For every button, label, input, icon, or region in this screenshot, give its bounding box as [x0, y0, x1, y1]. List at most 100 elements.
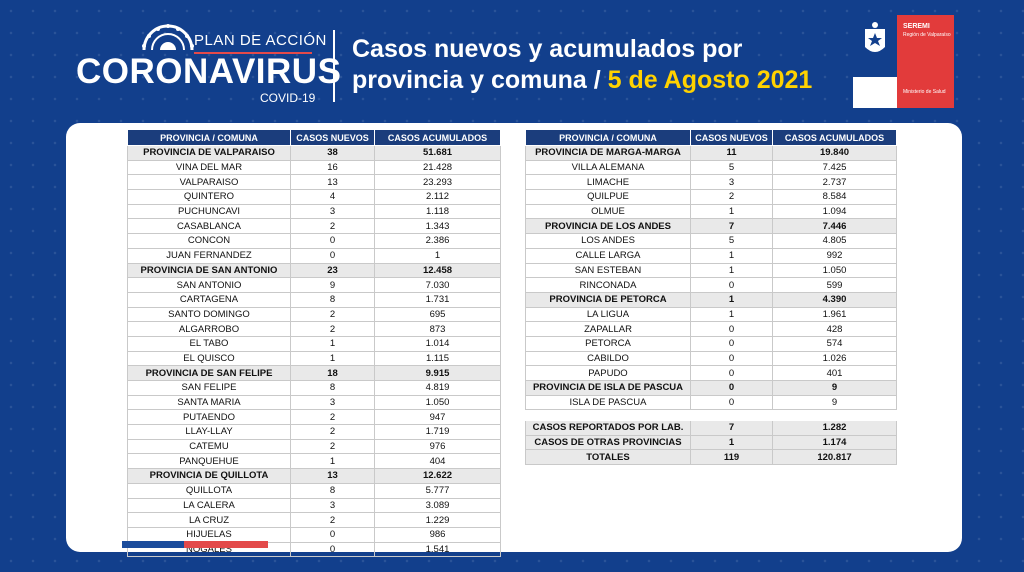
commune-cell: PROVINCIA DE SAN FELIPE	[127, 365, 291, 381]
new-cases-cell: 0	[690, 321, 773, 337]
total-cases-cell: 4.819	[374, 380, 501, 396]
new-cases-cell: 2	[290, 321, 375, 337]
table-row: JUAN FERNANDEZ 0 1	[127, 248, 501, 264]
commune-cell: SANTO DOMINGO	[127, 307, 291, 323]
commune-cell: PROVINCIA DE PETORCA	[525, 292, 691, 308]
commune-cell: LOS ANDES	[525, 233, 691, 249]
province-row: PROVINCIA DE SAN ANTONIO 23 12.458	[127, 263, 501, 279]
cases-table-left: PROVINCIA / COMUNA CASOS NUEVOS CASOS AC…	[127, 129, 501, 558]
total-cases-cell: 1.731	[374, 292, 501, 308]
total-cases-cell: 4.390	[772, 292, 897, 308]
commune-cell: QUILPUE	[525, 189, 691, 205]
table-row: PANQUEHUE 1 404	[127, 453, 501, 470]
table-row: EL QUISCO 1 1.115	[127, 351, 501, 367]
col-header-total: CASOS ACUMULADOS	[772, 129, 897, 146]
commune-cell: PROVINCIA DE MARGA-MARGA	[525, 145, 691, 161]
table-row: LA LIGUA 1 1.961	[525, 307, 897, 323]
total-cases-cell: 574	[772, 336, 897, 352]
blue-stripe	[122, 541, 184, 548]
summary-row: CASOS DE OTRAS PROVINCIAS 1 1.174	[525, 435, 897, 451]
total-cases-cell: 428	[772, 321, 897, 337]
new-cases-cell: 8	[290, 380, 375, 396]
commune-cell: LA CRUZ	[127, 512, 291, 528]
table-row: VILLA ALEMANA 5 7.425	[525, 160, 897, 176]
table-row: ISLA DE PASCUA 0 9	[525, 395, 897, 411]
commune-cell: SAN FELIPE	[127, 380, 291, 396]
summary-row: TOTALES 119 120.817	[525, 449, 897, 466]
region-label: Región de Valparaíso	[903, 32, 951, 38]
col-header-commune: PROVINCIA / COMUNA	[127, 129, 291, 146]
commune-cell: CARTAGENA	[127, 292, 291, 308]
new-cases-cell: 0	[690, 365, 773, 381]
total-cases-cell: 404	[374, 453, 501, 470]
total-cases-cell: 1.961	[772, 307, 897, 323]
new-cases-cell: 0	[290, 527, 375, 543]
commune-cell: LA LIGUA	[525, 307, 691, 323]
commune-cell: CASOS REPORTADOS POR LAB.	[525, 421, 691, 436]
table-row: RINCONADA 0 599	[525, 277, 897, 293]
commune-cell: CATEMU	[127, 439, 291, 455]
new-cases-cell: 119	[690, 449, 773, 466]
new-cases-cell: 16	[290, 160, 375, 176]
total-cases-cell: 947	[374, 409, 501, 426]
total-cases-cell: 12.458	[374, 263, 501, 279]
table-row: LIMACHE 3 2.737	[525, 174, 897, 191]
commune-cell: PROVINCIA DE VALPARAISO	[127, 145, 291, 161]
table-row: QUILPUE 2 8.584	[525, 189, 897, 205]
total-cases-cell: 1.014	[374, 336, 501, 352]
total-cases-cell: 873	[374, 321, 501, 337]
total-cases-cell: 1.115	[374, 351, 501, 367]
table-row: CARTAGENA 8 1.731	[127, 292, 501, 308]
logo-blue-block	[853, 15, 897, 77]
table-header-row: PROVINCIA / COMUNA CASOS NUEVOS CASOS AC…	[525, 129, 897, 146]
total-cases-cell: 2.386	[374, 233, 501, 249]
page-title: Casos nuevos y acumulados por provincia …	[352, 34, 812, 96]
new-cases-cell: 18	[290, 365, 375, 381]
new-cases-cell: 1	[690, 307, 773, 323]
table-row: SAN FELIPE 8 4.819	[127, 380, 501, 396]
table-row: LLAY-LLAY 2 1.719	[127, 424, 501, 440]
total-cases-cell: 1.282	[772, 421, 897, 436]
total-cases-cell: 2.112	[374, 189, 501, 205]
commune-cell: PROVINCIA DE QUILLOTA	[127, 468, 291, 484]
new-cases-cell: 2	[290, 439, 375, 455]
commune-cell: PROVINCIA DE SAN ANTONIO	[127, 263, 291, 279]
province-row: PROVINCIA DE SAN FELIPE 18 9.915	[127, 365, 501, 381]
table-row: PUCHUNCAVI 3 1.118	[127, 204, 501, 220]
new-cases-cell: 1	[690, 204, 773, 220]
commune-cell: CASABLANCA	[127, 218, 291, 235]
new-cases-cell: 3	[690, 174, 773, 191]
total-cases-cell: 401	[772, 365, 897, 381]
new-cases-cell: 23	[290, 263, 375, 279]
new-cases-cell: 3	[290, 204, 375, 220]
total-cases-cell: 9	[772, 395, 897, 411]
new-cases-cell: 0	[290, 233, 375, 249]
table-row: OLMUE 1 1.094	[525, 204, 897, 220]
table-row: HIJUELAS 0 986	[127, 527, 501, 543]
new-cases-cell: 2	[290, 424, 375, 440]
summary-row: CASOS REPORTADOS POR LAB. 7 1.282	[525, 421, 897, 436]
new-cases-cell: 2	[290, 409, 375, 426]
title-line-2: provincia y comuna / 5 de Agosto 2021	[352, 65, 812, 96]
total-cases-cell: 8.584	[772, 189, 897, 205]
title-line-1: Casos nuevos y acumulados por	[352, 35, 743, 63]
covid-label: COVID-19	[260, 91, 316, 105]
total-cases-cell: 1.541	[374, 542, 501, 558]
total-cases-cell: 3.089	[374, 498, 501, 514]
total-cases-cell: 120.817	[772, 449, 897, 466]
commune-cell: PROVINCIA DE ISLA DE PASCUA	[525, 380, 691, 396]
commune-cell: EL TABO	[127, 336, 291, 352]
new-cases-cell: 1	[690, 263, 773, 279]
total-cases-cell: 1.050	[772, 263, 897, 279]
seremi-label: SEREMI	[903, 23, 930, 30]
table-row: VALPARAISO 13 23.293	[127, 174, 501, 191]
new-cases-cell: 3	[290, 498, 375, 514]
new-cases-cell: 5	[690, 233, 773, 249]
commune-cell: ISLA DE PASCUA	[525, 395, 691, 411]
cases-table-right: PROVINCIA / COMUNA CASOS NUEVOS CASOS AC…	[525, 129, 897, 411]
total-cases-cell: 1.118	[374, 204, 501, 220]
commune-cell: CASOS DE OTRAS PROVINCIAS	[525, 435, 691, 451]
new-cases-cell: 1	[290, 453, 375, 470]
table-row: PUTAENDO 2 947	[127, 409, 501, 426]
commune-cell: SAN ANTONIO	[127, 277, 291, 293]
